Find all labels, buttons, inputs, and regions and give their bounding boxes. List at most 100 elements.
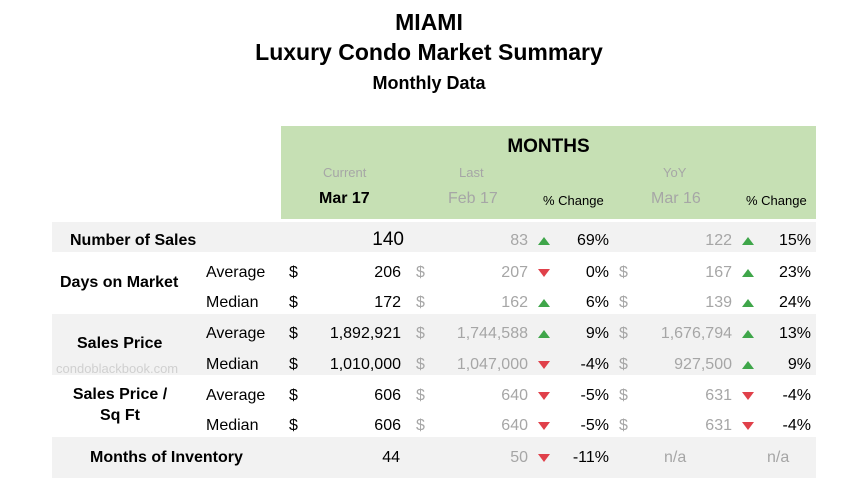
value-last: 207: [501, 264, 528, 281]
value-pct-change-yoy: 15%: [778, 232, 811, 249]
value-current: 606: [374, 417, 401, 434]
trend-up-icon: [742, 330, 754, 338]
value-last: 1,047,000: [456, 356, 528, 373]
currency-symbol: $: [619, 264, 628, 281]
currency-symbol: $: [289, 294, 298, 311]
value-yoy: 139: [705, 294, 732, 311]
currency-symbol: $: [416, 356, 425, 373]
value-yoy: 631: [705, 417, 732, 434]
column-yoy: Mar 16: [651, 190, 701, 207]
trend-up-icon: [742, 299, 754, 307]
currency-symbol: $: [416, 294, 425, 311]
value-pct-change-yoy: 13%: [778, 325, 811, 342]
row-sublabel: Median: [206, 294, 259, 311]
trend-up-icon: [742, 361, 754, 369]
currency-symbol: $: [416, 264, 425, 281]
trend-up-icon: [538, 237, 550, 245]
band-sales-price: [52, 314, 816, 375]
currency-symbol: $: [416, 387, 425, 404]
value-pct-change-last: -4%: [580, 356, 609, 373]
column-last: Feb 17: [448, 190, 498, 207]
currency-symbol: $: [619, 417, 628, 434]
report-subtitle: Monthly Data: [372, 73, 486, 93]
label-sales-price-sqft-line2: Sq Ft: [100, 407, 140, 424]
currency-symbol: $: [619, 356, 628, 373]
row-sublabel: Median: [206, 417, 259, 434]
trend-up-icon: [538, 330, 550, 338]
subheader-yoy: YoY: [663, 165, 687, 180]
currency-symbol: $: [416, 325, 425, 342]
currency-symbol: $: [619, 387, 628, 404]
value-current: 1,892,921: [329, 325, 401, 342]
trend-down-icon: [742, 392, 754, 400]
row-sublabel: Average: [206, 325, 266, 342]
trend-down-icon: [742, 422, 754, 430]
trend-up-icon: [538, 299, 550, 307]
value-pct-change-yoy: n/a: [767, 449, 790, 466]
value-last: 1,744,588: [456, 325, 528, 342]
value-pct-change-yoy: 24%: [778, 294, 811, 311]
value-last: 162: [501, 294, 528, 311]
value-current: 172: [374, 294, 401, 311]
value-pct-change-last: 9%: [585, 325, 609, 342]
value-pct-change-yoy: 9%: [787, 356, 811, 373]
label-sales-price-sqft: Sales Price /: [72, 386, 168, 403]
value-pct-change-last: -5%: [580, 417, 609, 434]
currency-symbol: $: [289, 356, 298, 373]
currency-symbol: $: [619, 325, 628, 342]
value-pct-change-last: -5%: [580, 387, 609, 404]
trend-down-icon: [538, 454, 550, 462]
row-sublabel: Median: [206, 356, 259, 373]
value-yoy: 122: [705, 232, 732, 249]
subheader-current: Current: [323, 165, 367, 180]
value-last: 50: [510, 449, 528, 466]
trend-up-icon: [742, 237, 754, 245]
column-pct-change-last: % Change: [543, 193, 604, 208]
months-heading: MONTHS: [507, 136, 590, 157]
report-title: Luxury Condo Market Summary: [255, 39, 603, 65]
value-pct-change-yoy: -4%: [782, 387, 811, 404]
trend-down-icon: [538, 422, 550, 430]
value-yoy: n/a: [664, 449, 687, 466]
value-last: 640: [501, 387, 528, 404]
currency-symbol: $: [289, 325, 298, 342]
column-current: Mar 17: [319, 190, 370, 207]
value-pct-change-last: -11%: [572, 449, 609, 466]
report-city: MIAMI: [395, 9, 463, 35]
trend-down-icon: [538, 392, 550, 400]
currency-symbol: $: [416, 417, 425, 434]
value-last: 640: [501, 417, 528, 434]
currency-symbol: $: [619, 294, 628, 311]
row-sublabel: Average: [206, 264, 266, 281]
value-current: 1,010,000: [329, 356, 401, 373]
value-pct-change-last: 69%: [576, 232, 609, 249]
trend-up-icon: [742, 269, 754, 277]
column-pct-change-yoy: % Change: [746, 193, 807, 208]
value-pct-change-yoy: -4%: [782, 417, 811, 434]
label-months-of-inventory: Months of Inventory: [90, 449, 243, 466]
value-current: 140: [372, 229, 404, 250]
value-last: 83: [510, 232, 528, 249]
value-yoy: 927,500: [674, 356, 732, 373]
value-current: 44: [382, 449, 400, 466]
row-sublabel: Average: [206, 387, 266, 404]
band-months-of-inventory: [52, 437, 816, 478]
value-yoy: 631: [705, 387, 732, 404]
subheader-last: Last: [459, 165, 484, 180]
trend-down-icon: [538, 361, 550, 369]
trend-down-icon: [538, 269, 550, 277]
months-header: MONTHS Current Last YoY Mar 17 Feb 17 % …: [281, 126, 816, 219]
value-current: 206: [374, 264, 401, 281]
band-number-of-sales: [52, 222, 816, 252]
label-days-on-market: Days on Market: [60, 274, 179, 291]
value-pct-change-last: 0%: [585, 264, 609, 281]
label-sales-price: Sales Price: [77, 335, 163, 352]
watermark: condoblackbook.com: [56, 361, 179, 376]
value-pct-change-last: 6%: [585, 294, 609, 311]
value-yoy: 1,676,794: [660, 325, 732, 342]
currency-symbol: $: [289, 264, 298, 281]
currency-symbol: $: [289, 417, 298, 434]
value-yoy: 167: [705, 264, 732, 281]
value-pct-change-yoy: 23%: [778, 264, 811, 281]
value-current: 606: [374, 387, 401, 404]
